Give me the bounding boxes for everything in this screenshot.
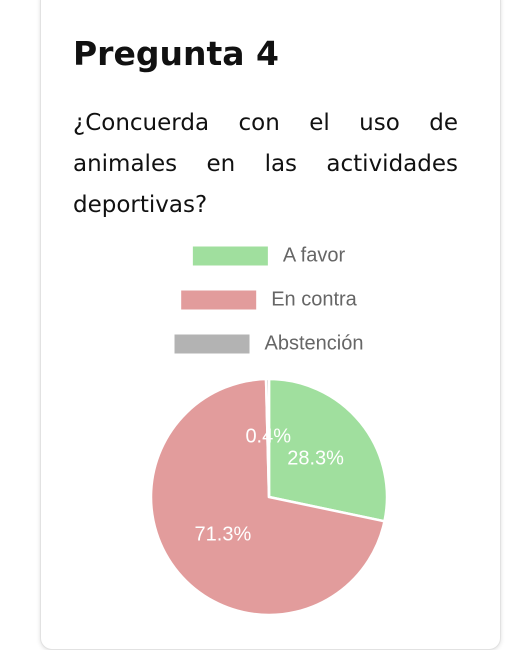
legend-swatch bbox=[192, 246, 268, 266]
question-title: Pregunta 4 bbox=[73, 34, 279, 73]
pie-slice bbox=[267, 377, 389, 523]
legend-label: En contra bbox=[271, 288, 357, 310]
slice-label: 71.3% bbox=[195, 524, 252, 546]
legend-label: A favor bbox=[283, 244, 346, 266]
slice-label: 0.4% bbox=[245, 425, 291, 447]
page: {"header": {"title": "Pregunta 4", "ques… bbox=[40, 0, 501, 650]
legend-label: Abstención bbox=[265, 332, 364, 354]
legend-swatch bbox=[174, 334, 250, 354]
pie-slice bbox=[264, 377, 271, 498]
chart: A favor En contra Abstención 28.3% 71.3% 0.4% bbox=[149, 244, 389, 617]
slice-label: 28.3% bbox=[287, 447, 344, 469]
legend-swatch bbox=[181, 290, 257, 310]
question-text: ¿Concuerda con el uso de animales en las… bbox=[73, 110, 458, 218]
